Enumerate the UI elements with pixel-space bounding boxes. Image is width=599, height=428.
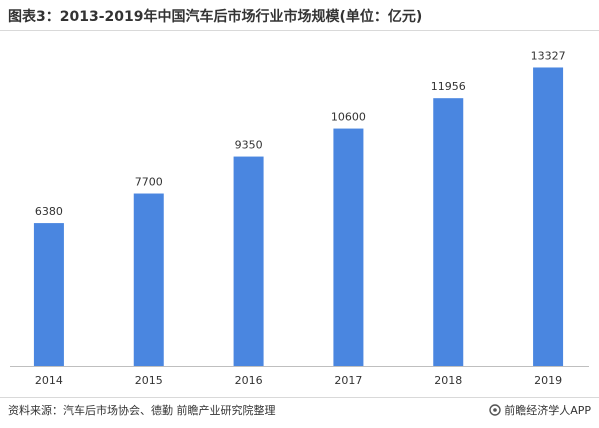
source-note: 资料来源：汽车后市场协会、德勤 前瞻产业研究院整理: [8, 404, 276, 417]
title-divider: [0, 30, 599, 31]
x-tick-2014: 2014: [35, 374, 63, 387]
bar-2015: [133, 193, 164, 366]
x-tick-2018: 2018: [434, 374, 462, 387]
data-label-2019: 13327: [531, 49, 566, 62]
brand-name: 前瞻经济学人APP: [504, 404, 591, 417]
bar-2019: [533, 67, 564, 367]
bars-group: [33, 67, 564, 367]
brand-credit: 前瞻经济学人APP: [489, 402, 591, 418]
bar-2014: [33, 223, 64, 366]
x-tick-2015: 2015: [135, 374, 163, 387]
data-label-2016: 9350: [235, 139, 263, 152]
bar-2017: [333, 128, 364, 366]
bar-2018: [433, 98, 464, 366]
bar-2016: [233, 156, 264, 366]
x-tick-2019: 2019: [534, 374, 562, 387]
data-labels-group: 6380 7700 9350 10600 11956 13327: [35, 49, 566, 218]
data-label-2015: 7700: [135, 176, 163, 189]
x-tick-2017: 2017: [334, 374, 362, 387]
footer-divider: [0, 397, 599, 398]
data-label-2017: 10600: [331, 111, 366, 124]
brand-logo-icon: [489, 404, 501, 416]
chart-title: 图表3：2013-2019年中国汽车后市场行业市场规模(单位：亿元): [8, 9, 423, 25]
x-tick-labels-group: 2014 2015 2016 2017 2018 2019: [35, 374, 562, 387]
data-label-2014: 6380: [35, 205, 63, 218]
data-label-2018: 11956: [431, 80, 466, 93]
x-tick-2016: 2016: [235, 374, 263, 387]
